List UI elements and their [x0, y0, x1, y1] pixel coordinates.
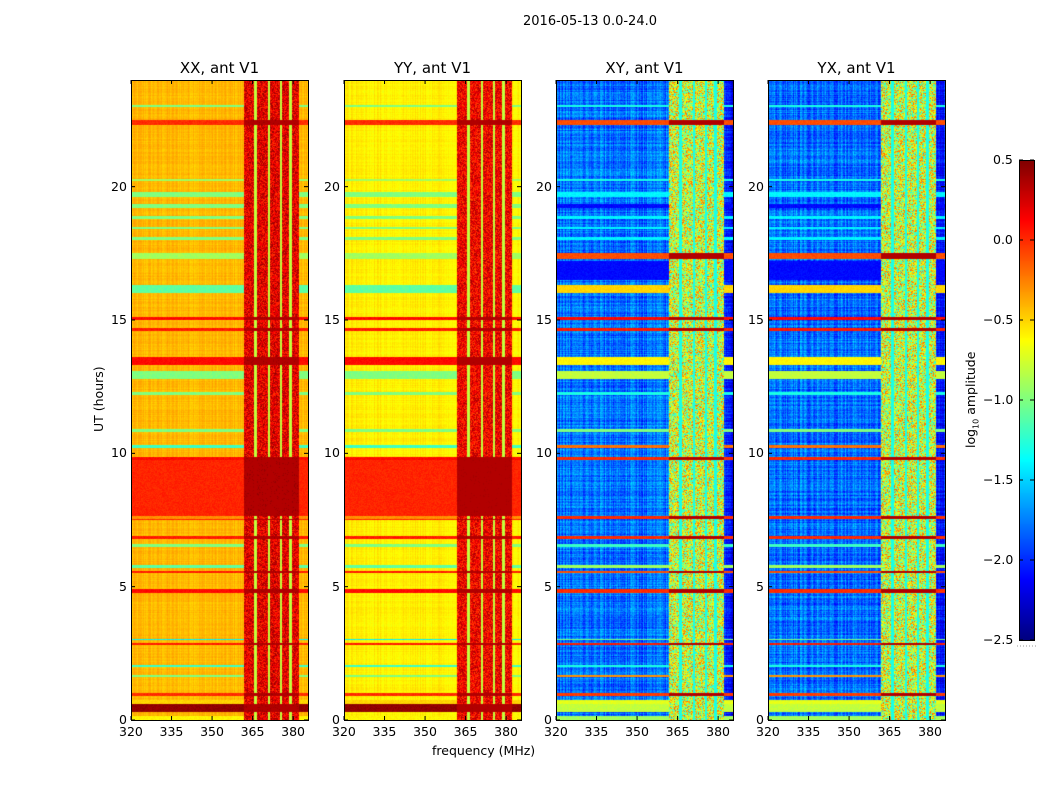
x-tick-label: 335: [584, 724, 609, 739]
x-tick-label: 350: [625, 724, 649, 739]
x-tick-label: 380: [494, 724, 518, 739]
figure-title: 2016-05-13 0.0-24.0: [523, 14, 657, 29]
y-tick-label: 5: [119, 578, 127, 594]
heatmap-yy: [344, 80, 521, 720]
y-tick-label: 15: [748, 312, 764, 327]
y-tick-label: 0: [756, 712, 764, 727]
y-tick-label: 0: [544, 712, 552, 727]
colorbar-tick-label: −1.5: [983, 472, 1014, 487]
panel-frame: [344, 80, 522, 721]
y-tick-label: 15: [324, 312, 340, 327]
y-tick-label: 15: [111, 312, 127, 327]
colorbar-tick-label: −2.0: [983, 552, 1014, 567]
x-tick-label: 365: [665, 724, 690, 739]
y-tick-label: 0: [119, 712, 127, 727]
x-tick-label: 320: [332, 724, 356, 739]
x-tick-label: 380: [281, 724, 305, 739]
heatmap-yx: [768, 80, 945, 720]
panel-frame: [556, 80, 734, 721]
y-tick-label: 10: [324, 445, 340, 461]
x-tick-label: 380: [706, 724, 730, 739]
panel-frame: [131, 80, 309, 721]
colorbar-tick-label: −2.5: [983, 632, 1014, 647]
y-tick-label: 10: [111, 445, 127, 461]
y-tick-label: 10: [536, 445, 552, 461]
y-tick-label: 20: [111, 178, 127, 194]
panel-frame: [768, 80, 946, 721]
panel-title-yy: YY, ant V1: [393, 59, 471, 77]
colorbar-tick-label: 0.0: [993, 232, 1013, 247]
y-tick-label: 20: [748, 178, 764, 194]
colorbar: [1019, 160, 1034, 640]
x-tick-label: 365: [453, 724, 478, 739]
heatmap-xy: [556, 80, 733, 720]
x-tick-label: 320: [756, 724, 780, 739]
x-tick-label: 335: [372, 724, 397, 739]
x-tick-label: 350: [413, 724, 437, 739]
colorbar-tick-label: −0.5: [983, 312, 1014, 327]
panel-title-yx: YX, ant V1: [817, 59, 896, 77]
y-tick-label: 5: [756, 578, 764, 594]
y-tick-label: 15: [536, 312, 552, 327]
colorbar-tick-label: 0.5: [993, 152, 1013, 167]
x-tick-label: 320: [544, 724, 568, 739]
heatmap-xx: [131, 80, 308, 720]
colorbar-tick-label: −1.0: [983, 392, 1014, 407]
colorbar-label-suffix: amplitude: [963, 351, 978, 419]
y-tick-label: 10: [748, 445, 764, 461]
x-tick-label: 320: [119, 724, 143, 739]
panel-title-xx: XX, ant V1: [179, 59, 260, 77]
colorbar-label: log10 amplitude: [963, 352, 981, 448]
x-tick-label: 350: [200, 724, 224, 739]
colorbar-label-sub: 10: [971, 418, 981, 429]
x-tick-label: 365: [877, 724, 902, 739]
colorbar-label-prefix: log: [963, 428, 978, 448]
panel-title-xy: XY, ant V1: [605, 59, 684, 77]
y-tick-label: 5: [544, 578, 552, 594]
x-tick-label: 335: [159, 724, 184, 739]
y-tick-label: 5: [332, 578, 340, 594]
y-axis-label: UT (hours): [91, 366, 106, 432]
x-tick-label: 350: [837, 724, 861, 739]
x-axis-label: frequency (MHz): [432, 743, 536, 758]
x-tick-label: 335: [796, 724, 821, 739]
x-tick-label: 380: [918, 724, 942, 739]
y-tick-label: 0: [332, 712, 340, 727]
x-tick-label: 365: [240, 724, 265, 739]
y-tick-label: 20: [324, 178, 340, 194]
y-tick-label: 20: [536, 178, 552, 194]
